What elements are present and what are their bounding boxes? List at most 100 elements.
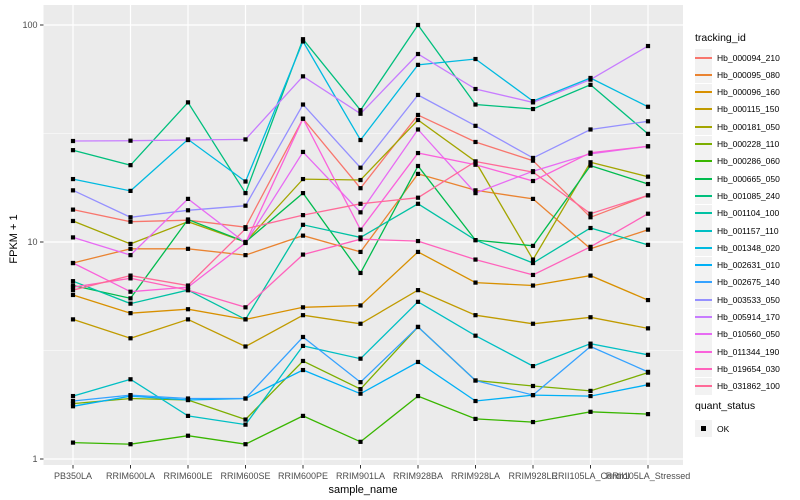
data-point: [358, 201, 363, 206]
line-swatch-icon: [695, 125, 712, 128]
data-point: [358, 386, 363, 392]
data-point: [530, 257, 536, 262]
data-point: [645, 131, 651, 136]
data-point: [185, 396, 191, 401]
data-point: [300, 74, 306, 79]
legend-entry-Hb_010560_050: Hb_010560_050: [695, 325, 780, 343]
data-point: [70, 292, 76, 298]
data-point: [588, 273, 593, 278]
data-point: [415, 171, 421, 176]
data-point: [645, 119, 651, 124]
data-point: [300, 116, 306, 121]
data-point: [473, 162, 478, 167]
data-point: [243, 240, 248, 246]
data-point: [70, 284, 76, 290]
data-point: [358, 303, 363, 308]
data-point: [530, 100, 536, 105]
legend-key-line: [695, 291, 712, 309]
legend-key-line: [695, 100, 712, 118]
legend-entry-Hb_011344_190: Hb_011344_190: [695, 343, 780, 361]
data-point: [358, 108, 363, 113]
data-point: [645, 326, 651, 331]
legend-key-line: [695, 360, 712, 378]
data-point: [415, 393, 421, 399]
data-point: [300, 37, 306, 42]
data-point: [530, 363, 536, 369]
data-point: [473, 102, 478, 107]
legend-key-line: [695, 273, 712, 291]
data-point: [128, 336, 133, 341]
data-point: [358, 177, 363, 183]
data-point: [588, 244, 593, 249]
data-point: [358, 356, 363, 361]
data-point: [300, 102, 306, 107]
data-point: [530, 383, 536, 389]
legend-label: Hb_000096_160: [717, 87, 780, 98]
data-point: [300, 233, 306, 238]
legend-label: Hb_001157_110: [717, 225, 779, 236]
legend-key-line: [695, 49, 712, 66]
data-point: [300, 343, 306, 349]
data-point: [300, 149, 306, 155]
data-point: [530, 283, 536, 288]
legend-title-tracking-id: tracking_id: [695, 32, 746, 44]
line-swatch-icon: [695, 264, 712, 267]
data-point: [473, 191, 478, 196]
legend-entry-Hb_002631_010: Hb_002631_010: [695, 256, 780, 274]
data-point: [300, 358, 306, 364]
data-point: [70, 138, 76, 144]
data-point: [70, 235, 76, 240]
legend-key-line: [695, 204, 712, 222]
legend-entry-Hb_001104_100: Hb_001104_100: [695, 204, 779, 222]
data-point: [185, 208, 191, 213]
data-point: [473, 378, 478, 383]
data-point: [530, 243, 536, 248]
line-swatch-icon: [695, 212, 712, 215]
data-point: [243, 344, 248, 349]
data-point: [70, 176, 76, 182]
y-tick-label: 10: [27, 237, 37, 247]
data-point: [645, 382, 651, 387]
data-point: [473, 139, 478, 145]
line-swatch-icon: [695, 91, 712, 94]
data-point: [243, 317, 248, 322]
legend-label: Hb_002675_140: [717, 277, 780, 288]
legend-label: Hb_003533_050: [717, 294, 780, 305]
data-point: [70, 148, 76, 153]
data-point: [415, 117, 421, 123]
data-point: [473, 333, 478, 338]
data-point: [300, 367, 306, 373]
legend-label: Hb_000115_150: [717, 104, 780, 115]
data-point: [588, 225, 593, 231]
legend-label: Hb_001085_240: [717, 190, 780, 201]
data-point: [243, 305, 248, 310]
data-point: [70, 317, 76, 322]
data-point: [530, 260, 536, 266]
data-point: [128, 163, 133, 168]
data-point: [128, 396, 133, 401]
x-tick-label: RRIM600PE: [278, 471, 328, 481]
data-point: [243, 191, 248, 196]
legend-key-line: [695, 325, 712, 343]
legend-label: Hb_011344_190: [717, 346, 780, 357]
data-point: [70, 207, 76, 212]
data-point: [243, 422, 248, 427]
legend-entry-Hb_000181_050: Hb_000181_050: [695, 118, 780, 136]
data-point: [415, 324, 421, 330]
data-point: [70, 188, 76, 193]
x-axis-title: sample_name: [328, 484, 398, 496]
data-point: [300, 252, 306, 257]
legend-key-line: [695, 222, 712, 239]
data-point: [300, 191, 306, 196]
data-point: [530, 178, 536, 184]
data-point: [128, 296, 133, 301]
data-point: [358, 249, 363, 255]
data-point: [473, 159, 478, 164]
y-tick-label: 100: [22, 20, 37, 30]
data-point: [530, 419, 536, 425]
data-point: [358, 321, 363, 326]
data-point: [185, 246, 191, 251]
data-point: [588, 409, 593, 414]
data-point: [70, 279, 76, 284]
